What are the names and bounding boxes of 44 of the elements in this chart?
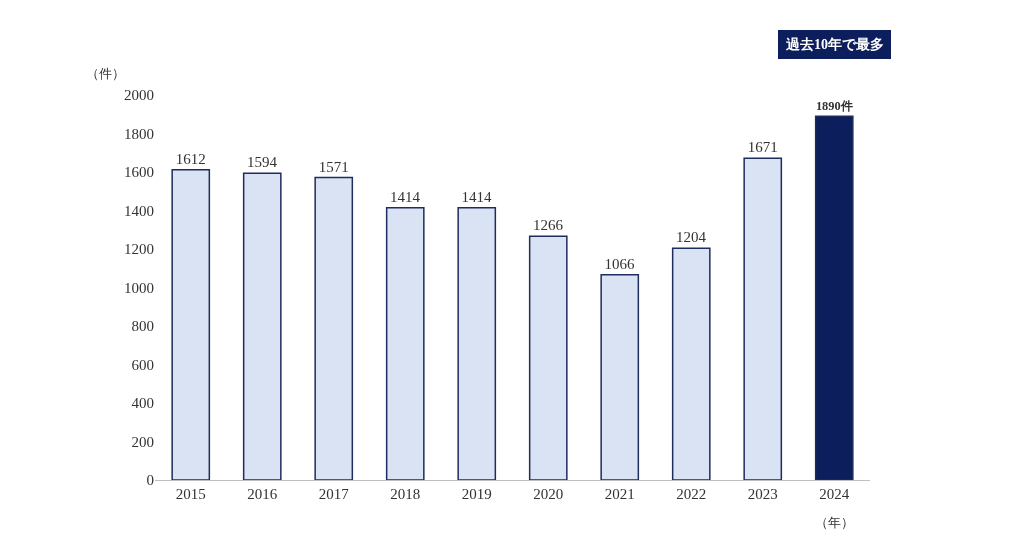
y-tick-label: 2000 xyxy=(124,87,154,104)
data-label: 1204 xyxy=(676,229,707,246)
data-label: 1594 xyxy=(247,154,278,171)
x-tick-label: 2020 xyxy=(533,486,564,502)
y-tick-label: 1800 xyxy=(124,125,154,142)
data-label: 1890件 xyxy=(815,99,853,114)
bar xyxy=(242,172,282,480)
y-tick-label: 200 xyxy=(131,433,154,450)
x-tick-label: 2023 xyxy=(747,486,778,502)
bar xyxy=(171,168,211,480)
x-tick-label: 2016 xyxy=(247,486,278,502)
data-label: 1671 xyxy=(747,139,778,156)
bar xyxy=(814,115,854,480)
x-tick-label: 2017 xyxy=(318,486,350,502)
y-tick-label: 400 xyxy=(131,395,154,412)
data-label: 1612 xyxy=(175,150,206,167)
x-tick-label: 2019 xyxy=(461,486,492,502)
bar xyxy=(457,207,497,480)
y-tick-label: 1600 xyxy=(124,164,154,181)
y-tick-label: 0 xyxy=(146,472,154,489)
data-label: 1571 xyxy=(318,158,349,175)
y-axis-title: （件） xyxy=(86,66,125,81)
y-tick-label: 1400 xyxy=(124,202,154,219)
x-tick-label: 2022 xyxy=(676,486,707,502)
text: 過去10年で最多 xyxy=(785,37,884,52)
x-axis-title: （年） xyxy=(815,515,854,530)
data-label: 1414 xyxy=(390,188,421,205)
x-tick-label: 2021 xyxy=(604,486,635,502)
bar xyxy=(743,157,783,480)
y-tick-label: 800 xyxy=(131,318,154,335)
bar xyxy=(528,235,568,480)
y-tick-label: 1200 xyxy=(124,241,154,258)
x-tick-label: 2024 xyxy=(819,486,850,502)
bar xyxy=(385,207,425,480)
data-label: 1414 xyxy=(461,188,492,205)
data-label: 1266 xyxy=(533,217,564,234)
bar xyxy=(671,247,711,480)
data-label: 1066 xyxy=(604,255,635,272)
y-tick-label: 1000 xyxy=(124,279,154,296)
y-tick-label: 600 xyxy=(131,356,154,373)
x-tick-label: 2015 xyxy=(175,486,206,502)
x-tick-label: 2018 xyxy=(390,486,421,502)
bar xyxy=(314,176,354,480)
bar xyxy=(600,274,640,480)
